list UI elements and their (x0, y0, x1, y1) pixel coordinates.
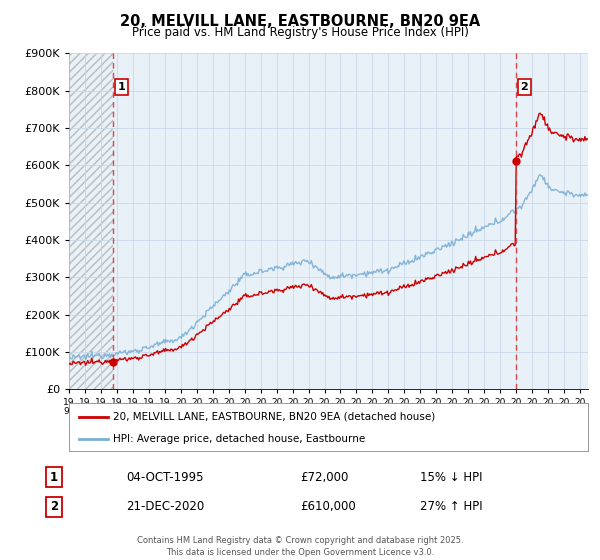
Text: Price paid vs. HM Land Registry's House Price Index (HPI): Price paid vs. HM Land Registry's House … (131, 26, 469, 39)
Bar (69, 53, 113, 389)
Text: 2: 2 (50, 500, 58, 514)
Text: 2: 2 (520, 82, 528, 92)
Text: 27% ↑ HPI: 27% ↑ HPI (420, 500, 482, 514)
Text: 1: 1 (118, 82, 125, 92)
Text: 20, MELVILL LANE, EASTBOURNE, BN20 9EA (detached house): 20, MELVILL LANE, EASTBOURNE, BN20 9EA (… (113, 412, 436, 422)
Text: HPI: Average price, detached house, Eastbourne: HPI: Average price, detached house, East… (113, 434, 365, 444)
Text: 1: 1 (50, 470, 58, 484)
Text: 21-DEC-2020: 21-DEC-2020 (126, 500, 204, 514)
Text: 20, MELVILL LANE, EASTBOURNE, BN20 9EA: 20, MELVILL LANE, EASTBOURNE, BN20 9EA (120, 14, 480, 29)
Text: £72,000: £72,000 (300, 470, 349, 484)
Text: Contains HM Land Registry data © Crown copyright and database right 2025.
This d: Contains HM Land Registry data © Crown c… (137, 536, 463, 557)
Text: 15% ↓ HPI: 15% ↓ HPI (420, 470, 482, 484)
Text: £610,000: £610,000 (300, 500, 356, 514)
Text: 04-OCT-1995: 04-OCT-1995 (126, 470, 203, 484)
